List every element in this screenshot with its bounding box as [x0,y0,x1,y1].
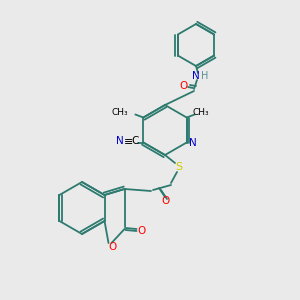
Text: O: O [180,81,188,91]
Text: N: N [116,136,124,146]
Text: N: N [189,137,196,148]
Text: C: C [132,136,139,146]
Text: N: N [192,71,200,81]
Text: CH₃: CH₃ [112,108,128,117]
Text: CH₃: CH₃ [192,108,209,117]
Text: O: O [108,242,117,252]
Text: S: S [176,162,183,172]
Text: ≡: ≡ [124,136,133,146]
Text: O: O [162,196,170,206]
Text: O: O [137,226,146,236]
Text: H: H [201,71,209,81]
